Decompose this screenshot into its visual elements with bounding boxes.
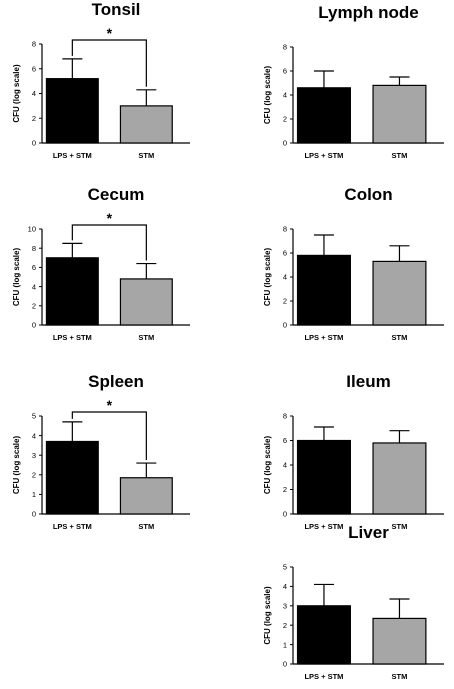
- y-tick-label: 2: [32, 114, 36, 123]
- bar: [372, 442, 427, 515]
- y-axis-label: CFU (log scale): [263, 248, 272, 307]
- category-label: LPS + STM: [304, 672, 343, 681]
- y-tick-label: 4: [283, 273, 287, 282]
- panel-title: Ileum: [346, 372, 390, 391]
- significance-bracket: [71, 224, 147, 261]
- y-tick-label: 10: [28, 225, 36, 234]
- category-label: STM: [138, 522, 154, 531]
- panel-title: Spleen: [88, 372, 144, 391]
- y-tick-label: 2: [283, 485, 287, 494]
- bar: [296, 87, 351, 144]
- y-tick-label: 6: [283, 249, 287, 258]
- chart-panel: Spleen 0 1 2 3 4 5 CFU (log scale) LPS + STM STM *: [12, 372, 190, 531]
- y-axis-label: CFU (log scale): [263, 436, 272, 495]
- bar: [119, 477, 173, 515]
- y-tick-label: 0: [283, 510, 287, 519]
- y-tick-label: 1: [32, 490, 36, 499]
- bar: [296, 605, 351, 665]
- y-tick-label: 4: [283, 91, 287, 100]
- chart-panel: Ileum 0 2 4 6 8 CFU (log scale) LPS + STM STM: [263, 372, 444, 531]
- y-tick-label: 8: [283, 412, 287, 421]
- chart-panel: Colon 0 2 4 6 8 CFU (log scale) LPS + STM STM: [263, 185, 444, 342]
- category-label: LPS + STM: [53, 151, 92, 160]
- category-label: LPS + STM: [304, 522, 343, 531]
- y-axis-label: CFU (log scale): [263, 586, 272, 645]
- bar: [372, 260, 427, 326]
- chart-panel: Tonsil 0 2 4 6 8 CFU (log scale) LPS + STM STM *: [12, 0, 190, 160]
- bar: [45, 257, 99, 326]
- significance-marker: *: [107, 397, 113, 413]
- bar: [372, 84, 427, 144]
- bar: [119, 105, 173, 144]
- y-tick-label: 0: [32, 510, 36, 519]
- y-tick-label: 8: [283, 43, 287, 52]
- bar: [372, 617, 427, 665]
- y-tick-label: 0: [32, 321, 36, 330]
- y-tick-label: 1: [283, 640, 287, 649]
- y-axis-label: CFU (log scale): [12, 64, 21, 123]
- y-tick-label: 0: [32, 139, 36, 148]
- y-tick-label: 2: [283, 621, 287, 630]
- y-tick-label: 5: [32, 412, 36, 421]
- y-tick-label: 0: [283, 660, 287, 669]
- y-tick-label: 0: [283, 139, 287, 148]
- y-tick-label: 2: [32, 471, 36, 480]
- y-axis-label: CFU (log scale): [12, 248, 21, 307]
- significance-marker: *: [107, 25, 113, 41]
- chart-panel: Cecum 0 2 4 6 8 10 CFU (log scale) LPS + STM STM *: [12, 185, 190, 342]
- y-tick-label: 3: [32, 451, 36, 460]
- bar: [296, 439, 351, 515]
- panel-title: Liver: [348, 523, 389, 542]
- significance-marker: *: [107, 210, 113, 226]
- y-tick-label: 2: [32, 302, 36, 311]
- y-tick-label: 8: [283, 225, 287, 234]
- bar: [45, 440, 99, 515]
- category-label: STM: [138, 333, 154, 342]
- significance-bracket: [71, 411, 147, 461]
- y-axis-label: CFU (log scale): [12, 436, 21, 495]
- bar: [119, 278, 173, 326]
- panel-title: Cecum: [88, 185, 145, 204]
- y-tick-label: 6: [32, 263, 36, 272]
- y-tick-label: 5: [283, 563, 287, 572]
- category-label: LPS + STM: [304, 151, 343, 160]
- bar: [45, 78, 99, 144]
- chart-panel: Lymph node 0 2 4 6 8 CFU (log scale) LPS + STM S…: [263, 3, 444, 160]
- category-label: LPS + STM: [53, 522, 92, 531]
- y-tick-label: 2: [283, 297, 287, 306]
- y-tick-label: 4: [32, 431, 36, 440]
- y-tick-label: 0: [283, 321, 287, 330]
- y-axis-label: CFU (log scale): [263, 66, 272, 125]
- category-label: STM: [138, 151, 154, 160]
- category-label: STM: [392, 333, 408, 342]
- y-tick-label: 8: [32, 40, 36, 49]
- y-tick-label: 4: [32, 89, 36, 98]
- category-label: LPS + STM: [304, 333, 343, 342]
- panel-title: Colon: [344, 185, 392, 204]
- y-tick-label: 3: [283, 602, 287, 611]
- y-tick-label: 2: [283, 115, 287, 124]
- category-label: STM: [392, 522, 408, 531]
- category-label: STM: [392, 151, 408, 160]
- y-tick-label: 4: [32, 282, 36, 291]
- y-tick-label: 8: [32, 244, 36, 253]
- y-tick-label: 6: [283, 67, 287, 76]
- y-tick-label: 6: [32, 64, 36, 73]
- significance-bracket: [71, 39, 147, 87]
- bar: [296, 254, 351, 326]
- y-tick-label: 4: [283, 582, 287, 591]
- chart-panel: Liver 0 1 2 3 4 5 CFU (log scale) LPS + STM STM: [263, 523, 444, 681]
- y-tick-label: 4: [283, 461, 287, 470]
- panel-title: Lymph node: [318, 3, 418, 22]
- category-label: LPS + STM: [53, 333, 92, 342]
- panel-title: Tonsil: [92, 0, 141, 19]
- y-tick-label: 6: [283, 436, 287, 445]
- category-label: STM: [392, 672, 408, 681]
